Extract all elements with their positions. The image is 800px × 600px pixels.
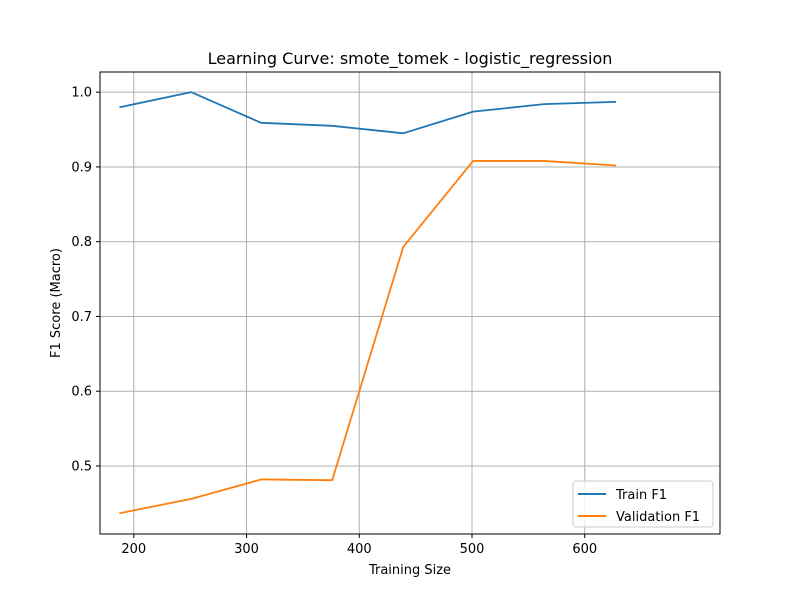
x-tick-label: 400 <box>347 542 372 557</box>
x-tick-label: 600 <box>572 542 597 557</box>
chart-title: Learning Curve: smote_tomek - logistic_r… <box>208 49 613 69</box>
y-tick-label: 0.8 <box>71 235 92 250</box>
y-tick-label: 0.7 <box>71 310 92 325</box>
y-tick-label: 0.9 <box>71 160 92 175</box>
legend: Train F1 Validation F1 <box>573 481 713 527</box>
x-axis-label: Training Size <box>368 563 451 578</box>
x-tick-label: 200 <box>121 542 146 557</box>
legend-label-validation: Validation F1 <box>616 510 700 525</box>
x-tick-label: 500 <box>460 542 485 557</box>
x-tick-label: 300 <box>234 542 259 557</box>
legend-label-train: Train F1 <box>615 488 667 503</box>
y-tick-label: 0.5 <box>71 459 92 474</box>
y-axis-label: F1 Score (Macro) <box>49 248 64 358</box>
y-tick-label: 1.0 <box>71 86 92 101</box>
y-tick-label: 0.6 <box>71 385 92 400</box>
